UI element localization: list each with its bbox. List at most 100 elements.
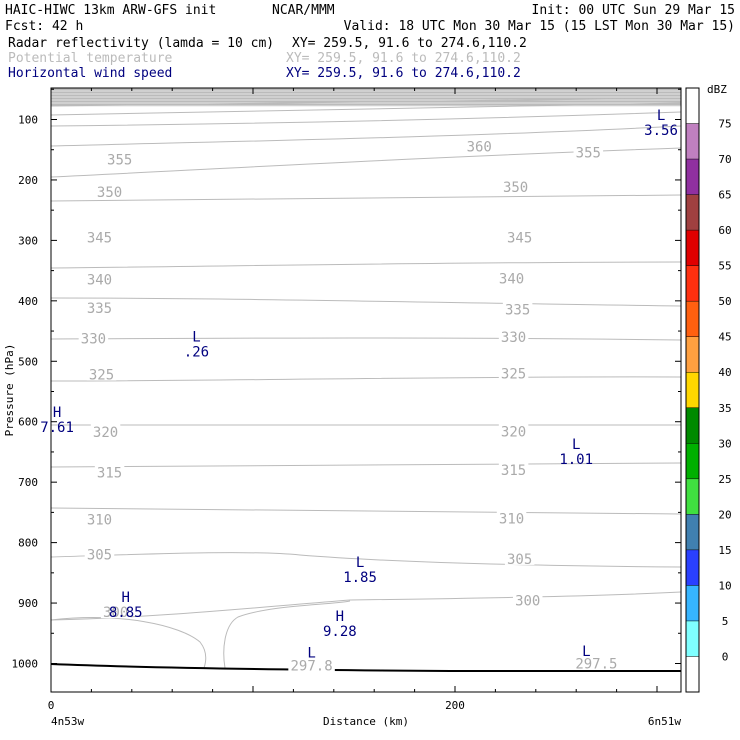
colorbar-swatch [686,88,699,124]
extremum-marker: L [307,645,315,661]
contour-label: 340 [499,271,524,287]
contour-label-bg [496,510,527,525]
colorbar-level-label: 65 [718,189,731,202]
extremum-marker: L [572,437,580,453]
colorbar-swatch [686,123,699,160]
colorbar-level-label: 30 [718,437,731,450]
extremum-value: .26 [184,344,209,360]
contour-label-bg [498,462,529,477]
extremum-marker: L [657,108,665,124]
contour-300-upper [50,591,682,621]
colorbar-swatch [686,159,699,195]
terrain-boundary [50,663,681,672]
contour-350 [50,147,682,178]
colorbar-swatch [686,194,699,231]
contour-label-bg [504,229,535,244]
colorbar-swatch [686,585,699,621]
contour-label: 345 [507,230,532,246]
x-axis: 0 200 [48,88,658,712]
field-xy-wind: XY= 259.5, 91.6 to 274.6,110.2 [286,66,521,81]
colorbar-level-label: 40 [718,366,731,379]
contour-label: 325 [501,366,526,382]
contour-label-bg [84,229,115,244]
contour-label-bg [94,464,125,479]
contour-label-bg [498,329,529,344]
colorbar-level-label: 15 [718,544,731,557]
header-init: Init: 00 UTC Sun 29 Mar 15 [532,3,736,18]
contour-label: 300 [103,605,128,621]
contour-345 [50,194,682,202]
colorbar-unit: dBZ [707,83,727,96]
contour-label: 305 [507,552,532,568]
contour-label: 330 [81,331,106,347]
extremum-value: 1.01 [559,452,593,468]
contour-label: 297.8 [291,658,333,674]
colorbar-swatch [686,620,699,657]
contour-325 [50,376,682,382]
contour-360 [50,111,682,127]
extremum-marker: H [53,405,61,421]
contour-label: 310 [499,511,524,527]
extremum-value: 9.28 [323,624,357,640]
contour-label: 305 [87,548,112,564]
y-tick-label: 500 [18,355,38,368]
contour-label: 315 [97,465,122,481]
field-xy-reflectivity: XY= 259.5, 91.6 to 274.6,110.2 [292,36,527,51]
field-xy-theta: XY= 259.5, 91.6 to 274.6,110.2 [286,51,521,66]
contour-label: 315 [501,463,526,479]
contour-label-bg [512,592,543,607]
colorbar-level-label: 75 [718,118,731,131]
contour-label-bg [496,270,527,285]
colorbar-level-label: 35 [718,402,731,415]
colorbar-swatch [686,443,699,479]
colorbar-level-label: 5 [722,615,729,628]
colorbar-level-label: 60 [718,224,731,237]
colorbar-swatch [686,549,699,586]
extremum-value: 8.85 [109,605,143,621]
colorbar-swatch [686,656,699,692]
colorbar-level-label: 0 [722,650,729,663]
contour-label-bg [573,144,604,159]
theta-contour-labels: 297.5 297.8 300 300 305 305 310 310 315 315 320 320… [78,138,620,674]
extremum-marker: L [356,555,364,571]
contour-label-bg [498,423,529,438]
y-tick-label: 800 [18,537,38,550]
theta-contours [50,97,682,669]
colorbar-swatch [686,265,699,302]
y-axis-label: Pressure (hPa) [3,344,16,437]
y-tick-label: 700 [18,476,38,489]
contour-label-bg [500,179,531,194]
plot-frame [50,87,682,693]
y-tick-label: 600 [18,416,38,429]
field-name-wind: Horizontal wind speed [8,66,172,81]
contour-label-bg [78,330,109,345]
contour-label: 325 [89,368,114,384]
y-tick-label: 900 [18,597,38,610]
contour-label-bg [100,604,131,619]
field-name-reflectivity: Radar reflectivity (lamda = 10 cm) [8,36,274,51]
contour-label-bg [84,271,115,286]
colorbar-level-label: 55 [718,260,731,273]
extremum-value: 3.56 [644,123,678,139]
contour-label: 345 [87,230,112,246]
x-tick-label: 0 [48,699,55,712]
contour-label-bg [498,365,529,380]
contour-label: 330 [501,330,526,346]
colorbar-level-label: 10 [718,579,731,592]
header-valid: Valid: 18 UTC Mon 30 Mar 15 (15 LST Mon … [344,19,735,34]
contour-305 [50,552,682,568]
colorbar: 0 5 10 15 20 25 30 35 40 45 50 55 60 65 70 75 [685,87,732,693]
extremum-marker: H [122,590,130,606]
y-tick-label: 300 [18,234,38,247]
extremum-value: 1.85 [343,570,377,586]
contour-340 [50,261,682,269]
contour-label: 340 [87,273,112,289]
colorbar-frame [685,87,700,693]
x-tick-label: 200 [445,699,465,712]
contour-label-bg [104,151,135,166]
contour-label-bg [84,300,115,315]
contour-330 [50,337,682,341]
colorbar-level-label: 50 [718,295,731,308]
